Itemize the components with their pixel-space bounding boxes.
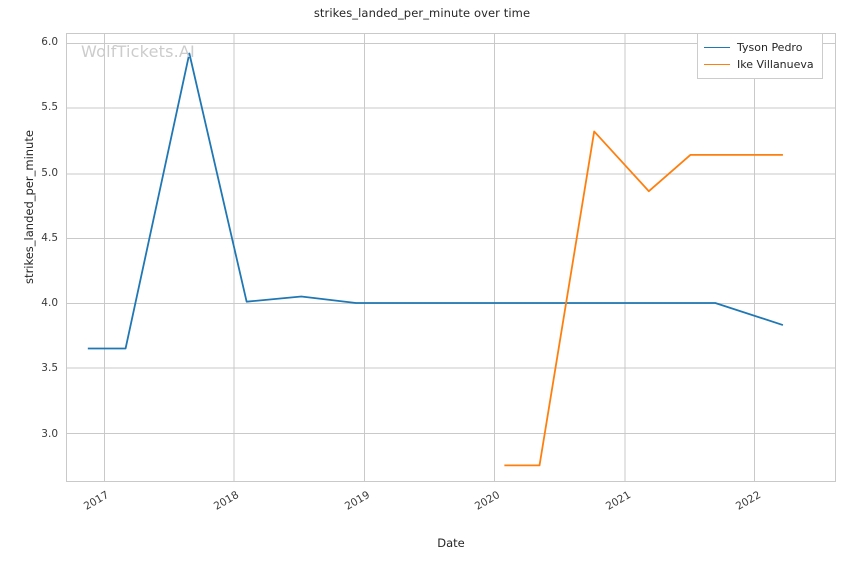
y-tick-label: 3.5	[41, 362, 58, 375]
x-tick-label: 2019	[342, 489, 372, 513]
y-tick-label: 6.0	[41, 36, 58, 49]
plot-area: WolfTickets.AI	[66, 33, 836, 482]
series-lines	[87, 52, 784, 467]
x-tick-label: 2018	[211, 489, 242, 513]
chart-title: strikes_landed_per_minute over time	[313, 6, 531, 20]
y-tick-label: 5.5	[41, 101, 58, 114]
x-tick-label: 2022	[733, 489, 764, 513]
y-tick-label: 3.0	[41, 427, 58, 440]
legend-color-swatch	[704, 64, 730, 65]
y-tick-label: 4.5	[41, 231, 58, 244]
y-axis-label: strikes_landed_per_minute	[22, 130, 36, 284]
legend-label: Tyson Pedro	[737, 41, 803, 54]
legend[interactable]: Tyson Pedro Ike Villanueva	[697, 33, 823, 79]
x-axis-label: Date	[437, 536, 465, 550]
series-line-tyson-pedro	[87, 52, 784, 350]
x-tick-label: 2020	[472, 489, 503, 513]
y-tick-label: 4.0	[41, 297, 58, 310]
legend-label: Ike Villanueva	[737, 58, 814, 71]
x-tick-label: 2017	[81, 489, 111, 513]
gridlines	[67, 34, 835, 481]
legend-item[interactable]: Ike Villanueva	[704, 56, 814, 73]
series-line-ike-villanueva	[504, 130, 783, 467]
legend-color-swatch	[704, 47, 730, 48]
y-tick-label: 5.0	[41, 166, 58, 179]
legend-item[interactable]: Tyson Pedro	[704, 39, 814, 56]
x-tick-label: 2021	[603, 489, 633, 513]
